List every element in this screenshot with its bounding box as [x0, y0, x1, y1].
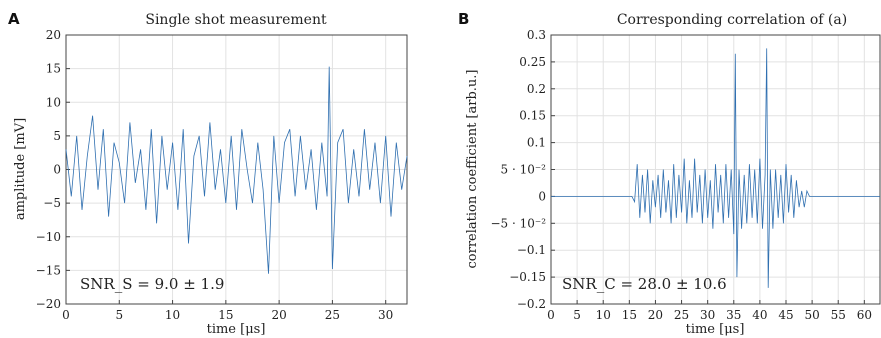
panel-a-series-line [65, 66, 408, 274]
panel-b-x-axis-label: time [μs] [686, 322, 745, 337]
panel-b-x-tick-label: 60 [857, 308, 872, 322]
panel-a-x-tick-label: 5 [115, 308, 123, 322]
panel-a-x-tick-label: 20 [271, 308, 286, 322]
panel-a-x-tick-label: 25 [325, 308, 340, 322]
panel-a-y-tick-label: −20 [36, 297, 61, 311]
panel-a-y-tick-label: 10 [46, 95, 61, 109]
panel-b-y-axis-label: correlation coefficient [arb.u.] [465, 70, 480, 269]
panel-a-y-tick-label: 15 [46, 62, 61, 76]
panel-b-y-tick-label: −0.1 [517, 243, 546, 257]
panel-b-title: Corresponding correlation of (a) [617, 12, 847, 28]
panel-a-x-tick-label: 30 [378, 308, 393, 322]
panel-a-series [65, 66, 408, 274]
panel-a-snr-annotation: SNR_S = 9.0 ± 1.9 [80, 275, 224, 293]
panel-b-y-tick-label: 0.15 [519, 109, 546, 123]
panel-a-y-tick-label: −15 [36, 263, 61, 277]
panel-b-x-tick-label: 15 [622, 308, 637, 322]
panel-a-letter: A [8, 10, 20, 28]
panel-a-y-tick-label: −10 [36, 230, 61, 244]
panel-a-y-ticks: −20 −15 −10 −5 0 5 10 15 20 [36, 28, 70, 311]
panel-b-x-tick-label: 5 [573, 308, 581, 322]
panel-b-y-tick-label: 0.25 [519, 55, 546, 69]
panel-a-y-tick-label: 5 [53, 129, 61, 143]
panel-b-x-tick-label: 45 [778, 308, 793, 322]
panel-b-x-tick-label: 25 [674, 308, 689, 322]
panel-a-x-tick-label: 0 [62, 308, 70, 322]
panel-a-grid [65, 34, 407, 305]
panel-b-x-ticks: 0 5 10 15 20 25 30 35 40 45 50 55 60 [547, 300, 872, 322]
panel-b: B Corresponding correlation of (a) 0 5 10 1… [458, 10, 881, 337]
panel-b-x-tick-label: 30 [700, 308, 715, 322]
panel-b-y-tick-label: 0.3 [527, 28, 546, 42]
panel-a-y-tick-label: −5 [43, 196, 61, 210]
panel-b-series [551, 48, 880, 288]
panel-b-y-tick-label: −5 · 10⁻² [490, 216, 546, 230]
panel-b-y-ticks: −0.2 −0.15 −0.1 −5 · 10⁻² 0 5 · 10⁻² 0.1 0.15 0.… [490, 28, 555, 311]
panel-b-y-tick-label: 5 · 10⁻² [501, 163, 547, 177]
panel-b-x-tick-label: 55 [831, 308, 846, 322]
panel-b-y-tick-label: −0.15 [509, 270, 546, 284]
panel-b-x-tick-label: 10 [596, 308, 611, 322]
panel-a: A Single shot measurement 0 5 10 15 20 25 30 −… [8, 10, 408, 337]
panel-b-letter: B [458, 10, 469, 28]
panel-a-y-tick-label: 20 [46, 28, 61, 42]
panel-a-title: Single shot measurement [145, 12, 327, 28]
panel-a-y-axis-label: amplitude [mV] [13, 118, 28, 220]
panel-a-x-axis-label: time [μs] [207, 322, 266, 337]
panel-a-x-ticks: 0 5 10 15 20 25 30 [62, 300, 393, 322]
panel-b-y-tick-label: 0.1 [527, 136, 546, 150]
panel-b-x-tick-label: 20 [648, 308, 663, 322]
panel-b-series-line [551, 48, 880, 288]
panel-b-x-tick-label: 50 [804, 308, 819, 322]
panel-a-x-tick-label: 10 [165, 308, 180, 322]
panel-b-y-tick-label: 0 [538, 189, 546, 203]
panel-b-x-tick-label: 40 [752, 308, 767, 322]
panel-b-x-tick-label: 35 [726, 308, 741, 322]
panel-b-x-tick-label: 0 [547, 308, 555, 322]
panel-b-snr-annotation: SNR_C = 28.0 ± 10.6 [562, 275, 727, 293]
panel-a-x-tick-label: 15 [218, 308, 233, 322]
panel-b-y-tick-label: −0.2 [517, 297, 546, 311]
panel-b-y-tick-label: 0.2 [527, 82, 546, 96]
panel-a-y-tick-label: 0 [53, 163, 61, 177]
